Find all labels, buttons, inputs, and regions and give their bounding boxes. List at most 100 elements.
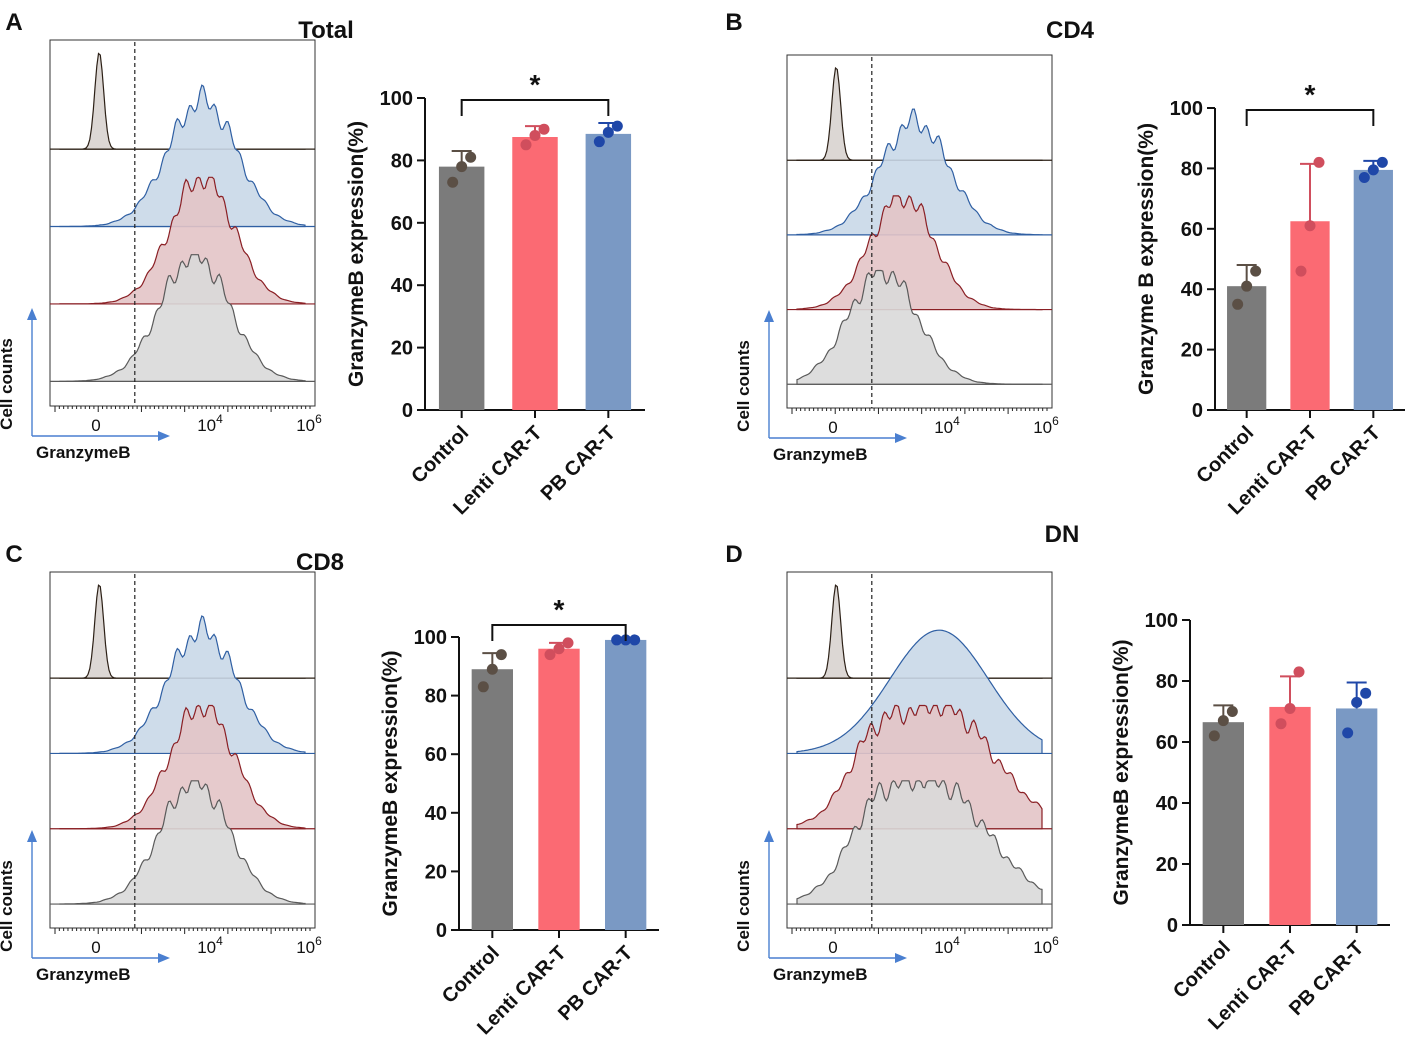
panel-letter-C: C	[5, 541, 22, 568]
data-point	[1293, 666, 1305, 678]
bar-y-tick-label: 40	[425, 803, 447, 825]
data-point	[1284, 702, 1296, 714]
data-point	[544, 649, 556, 661]
data-point	[456, 161, 468, 173]
histogram-panel-D: 0 104 106 GranzymeB Cell counts	[734, 571, 1059, 984]
data-point	[465, 151, 477, 163]
x-axis-arrow-head	[158, 431, 170, 441]
bar-control	[471, 669, 513, 930]
histogram-frame	[786, 54, 1053, 409]
data-point	[1313, 156, 1325, 168]
bar-y-tick-label: 0	[1192, 400, 1203, 422]
histogram-tick-exponent: 4	[216, 412, 223, 426]
bar-y-axis-title: Granzyme B expression(%)	[1135, 123, 1158, 395]
data-point	[602, 126, 614, 138]
data-point	[1376, 156, 1388, 168]
data-point	[611, 120, 623, 132]
bar-y-tick-label: 80	[425, 686, 447, 708]
bar-y-tick-label: 60	[1156, 732, 1178, 754]
histogram-curve-pb	[796, 108, 1043, 236]
histogram-panel-B: 0 104 106 GranzymeB Cell counts	[734, 54, 1059, 464]
histogram-panel-A: 0 104 106 GranzymeB Cell counts	[0, 39, 322, 462]
bar-lenti-car-t	[1269, 706, 1311, 925]
data-point	[1367, 164, 1379, 176]
bar-y-tick-label: 60	[1181, 219, 1203, 241]
bar-y-tick-label: 40	[1156, 793, 1178, 815]
bar-control	[1202, 722, 1244, 925]
histogram-tick-label-1e6: 106	[1033, 934, 1059, 957]
bar-chart-panel-A: 0 20 40 60 80 100 GranzymeB expression(%) Contr…	[345, 69, 645, 519]
data-point	[593, 136, 605, 148]
bar-y-axis-title: GranzymeB expression(%)	[345, 121, 368, 387]
bar-y-tick-label: 60	[425, 744, 447, 766]
bar-chart-panel-C: 0 20 40 60 80 100 GranzymeB expression(%) Contr…	[379, 594, 659, 1039]
bar-y-tick-label: 80	[1156, 671, 1178, 693]
bar-lenti-car-t	[512, 137, 558, 410]
data-point	[486, 663, 498, 675]
significance-bracket	[1245, 109, 1375, 126]
x-axis-arrow-head	[158, 953, 170, 963]
data-point	[1358, 171, 1370, 183]
data-point	[520, 139, 532, 151]
histogram-curve-gray	[59, 780, 306, 905]
histogram-curve-lenti	[796, 704, 1043, 830]
histogram-frame	[49, 39, 316, 407]
bar-y-tick-label: 100	[1145, 610, 1178, 632]
histogram-frame	[786, 571, 1053, 929]
bar-category-label: PB CAR-T	[537, 422, 620, 505]
histogram-tick-label-zero: 0	[828, 418, 837, 437]
histogram-curve-lenti	[796, 194, 1043, 311]
y-axis-arrow-head	[27, 830, 37, 842]
data-point	[495, 649, 507, 661]
significance-bracket	[491, 624, 627, 641]
data-point	[1226, 706, 1238, 717]
data-point	[538, 123, 550, 135]
panel-title-D: DN	[1045, 521, 1080, 548]
bar-y-tick-label: 20	[1181, 340, 1203, 362]
bar-y-tick-label: 40	[1181, 279, 1203, 301]
histogram-tick-label-1e4: 104	[934, 414, 960, 437]
bar-category-label: Control	[1192, 422, 1258, 488]
histogram-tick-label-1e4: 104	[197, 412, 223, 435]
significance-star: *	[554, 594, 565, 625]
bar-y-tick-label: 20	[425, 861, 447, 883]
bar-lenti-car-t	[1290, 221, 1330, 410]
bar-y-tick-label: 100	[1170, 98, 1203, 120]
bar-y-tick-label: 20	[391, 338, 413, 360]
bar-pb-car-t	[1336, 708, 1378, 925]
histogram-y-label: Cell counts	[734, 860, 753, 952]
bar-y-tick-label: 60	[391, 213, 413, 235]
histogram-curve-pb	[59, 615, 306, 755]
data-point	[1360, 687, 1372, 699]
bar-pb-car-t	[605, 639, 647, 930]
data-point	[477, 681, 489, 693]
histogram-y-label: Cell counts	[0, 338, 16, 430]
histogram-tick-exponent: 6	[315, 934, 322, 948]
data-point	[562, 637, 574, 649]
significance-bracket	[460, 99, 610, 116]
data-point	[1304, 220, 1316, 232]
data-point	[1208, 730, 1220, 742]
x-axis-arrow-head	[895, 433, 907, 443]
bar-y-tick-label: 40	[391, 275, 413, 297]
bar-y-tick-label: 80	[391, 150, 413, 172]
bar-pb-car-t	[1353, 169, 1393, 410]
data-point	[553, 643, 565, 655]
histogram-tick-label-zero: 0	[828, 938, 837, 957]
data-point	[1295, 265, 1307, 277]
panel-letter-B: B	[725, 9, 742, 36]
bar-pb-car-t	[585, 133, 632, 410]
data-point	[1217, 715, 1229, 727]
bar-y-tick-label: 100	[414, 627, 447, 649]
panel-letter-D: D	[725, 541, 742, 568]
data-point	[1342, 727, 1354, 739]
histogram-curve-lenti	[59, 176, 306, 305]
bar-category-label: Control	[407, 422, 473, 488]
bar-y-tick-label: 0	[402, 400, 413, 422]
data-point	[611, 634, 623, 646]
histogram-x-label: GranzymeB	[773, 445, 867, 464]
data-point	[1232, 298, 1244, 310]
histogram-tick-label-1e6: 106	[1033, 414, 1059, 437]
bar-y-tick-label: 100	[380, 88, 413, 110]
